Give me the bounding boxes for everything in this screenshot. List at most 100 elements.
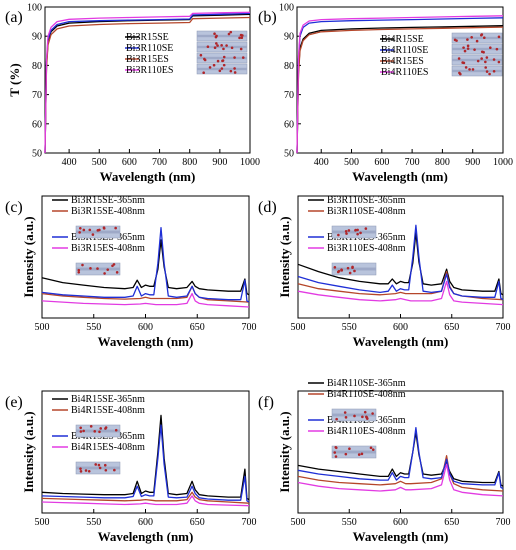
legend-inset-image-dot bbox=[222, 63, 226, 67]
series-line-Bi4R110ES-365nm bbox=[297, 426, 504, 490]
legend-inset-image-dot bbox=[476, 59, 480, 63]
legend-inset-image-dot bbox=[79, 426, 83, 430]
legend-inset-image-dot bbox=[203, 57, 206, 61]
legend-inset-image-dot bbox=[89, 267, 92, 270]
legend-inset-image bbox=[331, 225, 377, 239]
legend-inset-image-dot bbox=[98, 466, 102, 470]
legend-inset-image-dot bbox=[218, 69, 222, 73]
x-tick-label: 700 bbox=[496, 322, 511, 333]
legend-inset-image-dot bbox=[471, 68, 475, 71]
x-tick-label: 500 bbox=[291, 322, 306, 333]
y-tick-label: 90 bbox=[284, 32, 294, 43]
legend-inset-image-dot bbox=[466, 47, 470, 50]
legend-entry: Bi4R110SE-365nm bbox=[327, 378, 406, 389]
legend-inset-image-dot bbox=[81, 263, 84, 267]
legend-inset-image-band bbox=[332, 450, 376, 454]
legend-inset-image-dot bbox=[82, 228, 86, 232]
y-tick-label: 80 bbox=[284, 61, 294, 72]
x-tick-label: 650 bbox=[190, 322, 205, 333]
legend-inset-image-dot bbox=[213, 32, 216, 36]
y-axis-label: T (%) bbox=[7, 63, 22, 96]
legend-inset-image-band bbox=[76, 466, 120, 470]
legend-inset-image-dot bbox=[484, 66, 487, 69]
x-tick-label: 400 bbox=[314, 157, 329, 168]
legend-inset-image-dot bbox=[462, 46, 465, 49]
legend-inset-image bbox=[196, 52, 248, 64]
x-tick-label: 700 bbox=[242, 322, 257, 333]
x-tick-label: 500 bbox=[35, 322, 50, 333]
legend-inset-image-dot bbox=[492, 58, 496, 61]
panel-label: (d) bbox=[258, 199, 277, 216]
series-line-Bi4R110ES-408nm bbox=[297, 463, 504, 497]
legend-inset-image-dot bbox=[239, 47, 243, 51]
legend-entry: Bi4R110ES bbox=[381, 67, 428, 78]
legend-inset-image-dot bbox=[216, 59, 220, 63]
x-tick-label: 500 bbox=[344, 157, 359, 168]
legend-inset-image-dot bbox=[112, 263, 116, 266]
panel-e: 500 550 600 650 700 Wavelength (nm) Intensity … bbox=[5, 390, 257, 544]
legend-inset-image bbox=[196, 41, 248, 53]
x-tick-label: 700 bbox=[242, 517, 257, 528]
legend-inset-image-dot bbox=[93, 430, 97, 433]
panel-label: (a) bbox=[5, 9, 23, 26]
legend-inset-image-dot bbox=[353, 269, 356, 273]
x-tick-label: 800 bbox=[435, 157, 450, 168]
legend-inset-image-dot bbox=[351, 265, 354, 269]
legend-inset-image-dot bbox=[369, 446, 373, 450]
plot-frame bbox=[297, 390, 504, 514]
panel-d: 500 550 600 650 700 Wavelength (nm) Intensity … bbox=[258, 195, 511, 349]
y-axis-label: Intensity (a.u.) bbox=[277, 411, 292, 492]
legend-inset-image-dot bbox=[199, 53, 203, 57]
legend-entry: Bi3R110ES-408nm bbox=[327, 243, 406, 254]
legend-entry: Bi3R15SE-365nm bbox=[71, 195, 145, 206]
legend-inset-image-dot bbox=[480, 50, 484, 54]
legend-inset-image bbox=[75, 262, 121, 276]
legend-inset-image-dot bbox=[489, 46, 492, 50]
legend-inset-image-dot bbox=[214, 35, 218, 39]
legend-entry: Bi4R15ES-408nm bbox=[71, 442, 145, 453]
series-line-Bi4R15ES bbox=[296, 26, 504, 154]
legend-inset-image-dot bbox=[229, 69, 233, 73]
legend-inset-image-dot bbox=[453, 38, 457, 42]
legend-inset-image-dot bbox=[233, 71, 237, 74]
legend-inset-image-dot bbox=[77, 268, 81, 272]
x-tick-label: 550 bbox=[342, 517, 357, 528]
legend-inset-image-band bbox=[197, 45, 247, 49]
legend-inset-image bbox=[331, 262, 377, 276]
legend-inset-image-dot bbox=[88, 228, 92, 232]
legend-inset-image-dot bbox=[94, 463, 98, 466]
legend-inset-image-dot bbox=[333, 266, 337, 269]
x-tick-label: 600 bbox=[374, 157, 389, 168]
y-tick-label: 100 bbox=[279, 3, 294, 14]
series-line-Bi4R15SE-408nm bbox=[41, 491, 250, 504]
legend-inset-image-dot bbox=[345, 232, 348, 235]
legend-inset-image-dot bbox=[462, 61, 466, 65]
x-tick-label: 600 bbox=[138, 322, 153, 333]
legend-inset-image-dot bbox=[114, 428, 118, 432]
legend-inset-image-dot bbox=[344, 416, 348, 419]
legend-inset-image-dot bbox=[221, 59, 224, 63]
legend-inset-image-dot bbox=[344, 452, 348, 456]
x-tick-label: 800 bbox=[182, 157, 197, 168]
panel-b: 400 500 600 700 800 900 1000 50 60 70 80 90 100 Wavel… bbox=[258, 3, 513, 185]
series-line-Bi4R15ES-408nm bbox=[41, 495, 250, 507]
x-tick-label: 1000 bbox=[493, 157, 513, 168]
legend-entry: Bi4R110ES-408nm bbox=[327, 426, 406, 437]
legend-inset-image-dot bbox=[202, 71, 205, 75]
legend-entry: Bi4R15SE-365nm bbox=[71, 394, 145, 405]
series-line-Bi3R15SE-365nm bbox=[41, 239, 250, 296]
legend-inset-image-dot bbox=[216, 44, 219, 47]
legend-inset-image-dot bbox=[480, 57, 483, 60]
legend-inset-image-dot bbox=[233, 56, 236, 59]
panel-label: (f) bbox=[258, 394, 274, 411]
legend-inset-image-dot bbox=[353, 414, 356, 418]
legend-inset-image-dot bbox=[79, 226, 82, 230]
legend-inset-image-band bbox=[76, 429, 120, 433]
x-tick-label: 650 bbox=[190, 517, 205, 528]
x-tick-label: 700 bbox=[496, 517, 511, 528]
legend-inset-image-dot bbox=[335, 417, 338, 421]
legend-inset-image-dot bbox=[241, 34, 244, 37]
legend-inset-image-dot bbox=[220, 67, 224, 70]
x-tick-label: 550 bbox=[86, 322, 101, 333]
panel-label: (c) bbox=[5, 199, 23, 216]
